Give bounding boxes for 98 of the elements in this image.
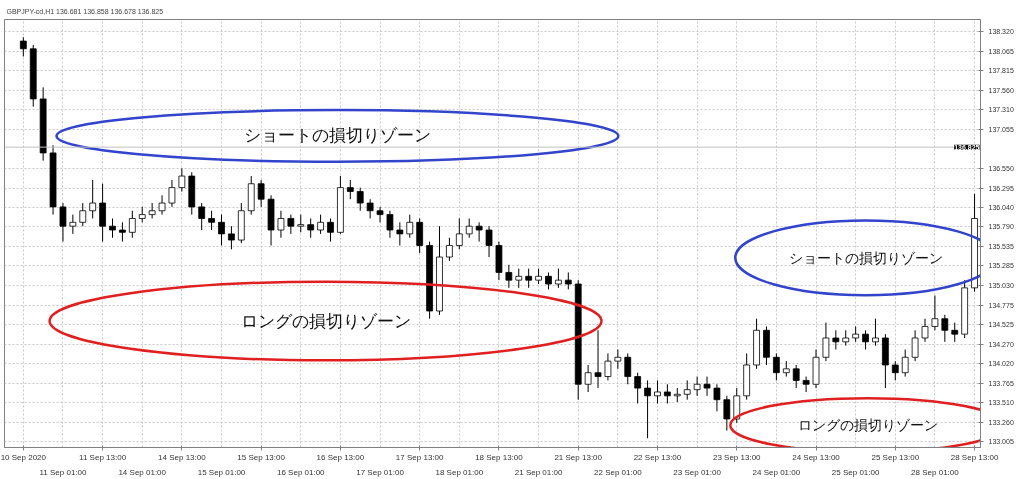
candlestick <box>713 383 721 412</box>
candlestick <box>465 217 473 239</box>
candlestick <box>158 194 166 216</box>
x-tick-label: 14 Sep 01:00 <box>118 467 167 477</box>
candlestick <box>89 179 97 219</box>
x-tick-label: 16 Sep 13:00 <box>316 452 365 462</box>
candlestick <box>406 214 414 239</box>
candlestick <box>614 349 622 370</box>
x-tick-label: 25 Sep 13:00 <box>871 452 920 462</box>
candlestick <box>59 202 67 243</box>
annotation: ショートの損切りゾーン <box>788 249 943 266</box>
candlestick <box>485 225 493 258</box>
candlestick <box>277 210 285 239</box>
x-tick-label: 16 Sep 01:00 <box>276 467 326 477</box>
x-tick-label: 25 Sep 01:00 <box>831 467 880 477</box>
candlestick <box>99 183 106 243</box>
x-tick-label: 14 Sep 13:00 <box>158 452 207 462</box>
candlestick <box>654 379 661 405</box>
candlestick <box>505 264 513 289</box>
candlestick <box>396 221 404 246</box>
candlestick <box>555 268 562 289</box>
x-tick-label: 23 Sep 01:00 <box>673 467 722 477</box>
x-tick-label: 22 Sep 13:00 <box>633 452 682 462</box>
x-tick-label: 24 Sep 01:00 <box>752 467 801 477</box>
candlestick <box>327 217 334 243</box>
candlestick <box>79 202 87 227</box>
candlestick <box>733 387 741 424</box>
x-tick-label: 23 Sep 13:00 <box>712 452 762 462</box>
candlestick <box>475 221 483 243</box>
candlestick <box>634 372 642 405</box>
x-tick-label: 18 Sep 13:00 <box>475 452 524 462</box>
candlestick <box>376 206 384 223</box>
x-tick-label: 11 Sep 13:00 <box>79 452 127 462</box>
candlestick <box>921 318 929 343</box>
candlestick <box>168 179 176 208</box>
candlestick <box>703 376 711 397</box>
candlestick <box>693 376 701 397</box>
candlestick <box>773 352 780 381</box>
candlestick <box>515 268 523 289</box>
x-tick-label: 21 Sep 01:00 <box>514 467 563 477</box>
x-tick-label: 15 Sep 01:00 <box>197 467 246 477</box>
annotation: ロングの損切りゾーン <box>240 311 411 331</box>
candlestick <box>346 179 354 200</box>
annotation: ロングの損切りゾーン <box>797 417 938 434</box>
candlestick <box>119 221 126 243</box>
candlestick <box>723 395 731 432</box>
candlestick <box>148 202 156 219</box>
candlestick <box>128 210 136 239</box>
candlestick <box>822 322 830 362</box>
candlestick <box>911 329 919 362</box>
candlestick <box>356 187 364 212</box>
candlestick <box>604 352 612 381</box>
x-tick-label: 24 Sep 13:00 <box>792 452 841 462</box>
candlestick <box>941 314 949 343</box>
candlestick <box>416 217 424 254</box>
candlestick <box>307 217 315 239</box>
candlestick <box>862 329 869 351</box>
x-tick-label: 15 Sep 13:00 <box>237 452 286 462</box>
candlestick <box>317 214 324 235</box>
candlestick <box>228 225 235 250</box>
x-tick-label: 22 Sep 01:00 <box>594 467 643 477</box>
candlestick <box>109 217 116 239</box>
candlestick <box>683 379 691 401</box>
candlestick <box>644 379 651 439</box>
candlestick <box>455 217 463 250</box>
candlestick <box>446 237 453 262</box>
candlestick <box>19 36 27 58</box>
candlestick <box>366 198 374 219</box>
candlestick <box>792 364 800 389</box>
candlestick <box>951 322 959 343</box>
x-tick-label: 17 Sep 13:00 <box>395 452 445 462</box>
x-tick-label: 18 Sep 01:00 <box>435 467 484 477</box>
candlestick <box>931 295 939 331</box>
x-tick-label: 28 Sep 13:00 <box>950 452 999 462</box>
annotation: ショートの損切りゾーン <box>243 126 431 146</box>
x-tick-label: 28 Sep 01:00 <box>911 467 960 477</box>
candlestick <box>257 179 265 208</box>
candlestick <box>198 202 206 231</box>
candlestick <box>386 210 394 239</box>
candlestick <box>901 349 909 378</box>
candlestick <box>594 329 602 389</box>
candlestick <box>287 214 295 235</box>
candlestick <box>584 364 592 393</box>
x-tick-label: 10 Sep 2020 <box>0 452 47 462</box>
candlestick <box>664 383 671 405</box>
candlestick <box>832 329 840 351</box>
x-tick-label: 21 Sep 13:00 <box>554 452 603 462</box>
candlestick <box>802 376 810 393</box>
x-tick-label: 17 Sep 01:00 <box>356 467 405 477</box>
x-tick-label: 11 Sep 01:00 <box>39 467 88 477</box>
candlestick <box>891 360 899 381</box>
candlestick <box>178 167 186 192</box>
candlestick <box>208 210 215 231</box>
candlestick <box>218 214 225 246</box>
candlestick <box>872 318 879 347</box>
candlestick <box>69 214 77 235</box>
candlestick <box>624 352 632 385</box>
candlestick <box>525 268 533 289</box>
